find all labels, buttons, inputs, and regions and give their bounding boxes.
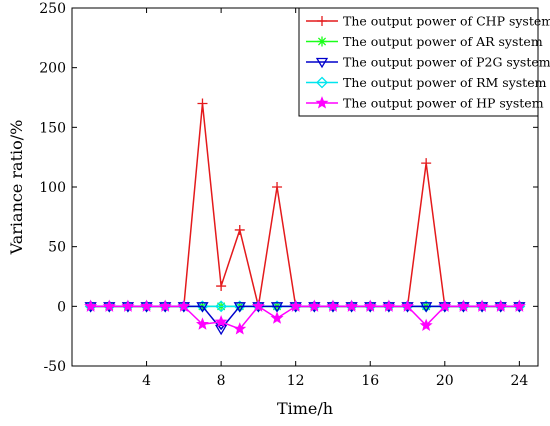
data-point <box>214 315 228 328</box>
y-tick-label: 50 <box>48 240 66 256</box>
legend-item: The output power of HP system <box>306 96 544 111</box>
data-point <box>345 299 359 312</box>
x-axis-label: Time/h <box>277 399 333 418</box>
data-point <box>307 299 321 312</box>
legend-marker <box>317 36 327 47</box>
legend-marker <box>317 16 327 26</box>
data-point <box>195 317 209 330</box>
y-tick-label: 100 <box>39 180 66 196</box>
data-point <box>270 302 284 313</box>
data-point <box>421 158 432 169</box>
data-point <box>215 300 228 313</box>
data-point <box>251 299 265 312</box>
data-point <box>272 182 283 192</box>
data-point <box>140 299 154 312</box>
y-tick-label: 0 <box>57 299 66 315</box>
series-layer <box>84 98 526 336</box>
x-tick-label: 4 <box>142 373 151 389</box>
data-point <box>102 299 116 312</box>
legend-marker <box>316 76 328 89</box>
data-point <box>475 299 489 312</box>
data-point <box>84 299 98 312</box>
data-point <box>456 299 470 312</box>
data-point <box>214 324 228 336</box>
legend-item: The output power of RM system <box>306 75 547 90</box>
data-point <box>233 302 246 313</box>
data-point <box>512 299 526 312</box>
legend-label: The output power of AR system <box>343 34 543 49</box>
legend-marker <box>315 57 329 69</box>
legend-label: The output power of RM system <box>343 75 547 90</box>
y-tick-label: -50 <box>43 359 66 375</box>
x-tick-label: 20 <box>436 373 454 389</box>
legend-label: The output power of HP system <box>343 96 544 111</box>
series-star <box>84 299 526 335</box>
data-point <box>494 299 508 312</box>
legend: The output power of CHP system The output… <box>298 7 550 117</box>
data-point <box>234 224 245 235</box>
legend-item: The output power of P2G system <box>306 55 550 70</box>
data-point <box>382 299 396 312</box>
y-tick-label: 150 <box>39 120 66 136</box>
data-point <box>363 299 377 312</box>
x-tick-label: 24 <box>510 373 528 389</box>
legend-label: The output power of P2G system <box>343 55 550 70</box>
data-point <box>401 299 415 312</box>
data-point <box>216 281 227 292</box>
data-point <box>196 302 209 313</box>
x-tick-label: 12 <box>287 373 305 389</box>
data-point <box>197 98 208 109</box>
data-point <box>233 322 247 335</box>
data-point <box>326 299 340 312</box>
y-tick-label: 250 <box>39 1 66 17</box>
legend-item: The output power of CHP system <box>306 14 550 29</box>
data-point <box>419 318 433 331</box>
legend-box <box>298 7 539 117</box>
data-point <box>121 299 135 312</box>
data-point <box>270 311 284 324</box>
legend-label: The output power of CHP system <box>343 14 550 29</box>
legend-marker <box>315 96 329 109</box>
data-point <box>420 302 433 313</box>
data-point <box>289 299 303 312</box>
y-tick-label: 200 <box>39 61 66 77</box>
data-point <box>438 299 452 312</box>
data-point <box>158 299 172 312</box>
y-axis-label: Variance ratio/% <box>7 120 26 256</box>
x-tick-label: 16 <box>361 373 379 389</box>
data-point <box>177 299 191 312</box>
legend-item: The output power of AR system <box>306 34 543 49</box>
x-tick-label: 8 <box>217 373 226 389</box>
